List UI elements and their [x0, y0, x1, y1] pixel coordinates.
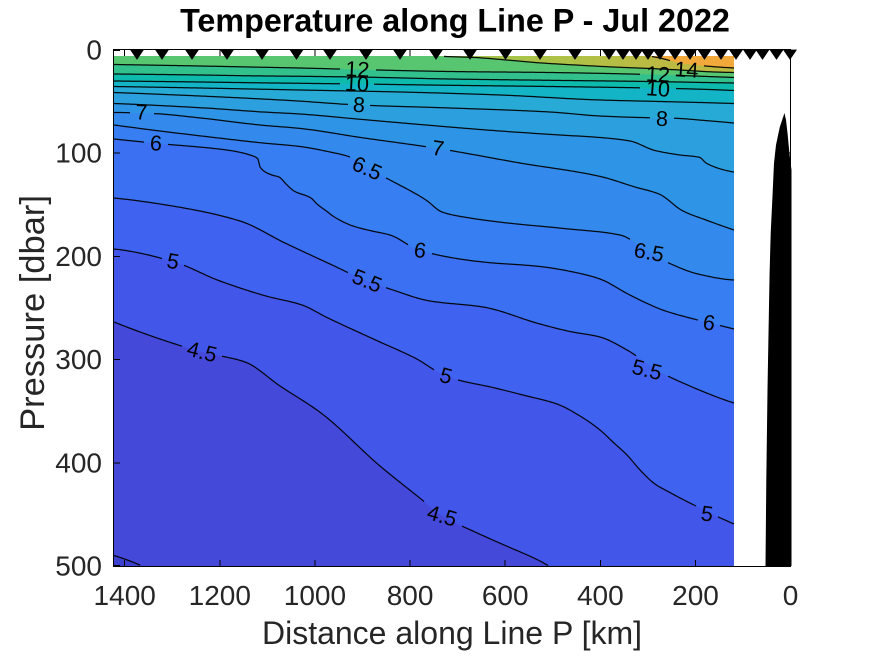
svg-text:500: 500 — [55, 551, 102, 582]
svg-text:Distance along Line P [km]: Distance along Line P [km] — [262, 615, 642, 651]
svg-text:6.5: 6.5 — [632, 238, 666, 267]
svg-text:0: 0 — [86, 35, 102, 66]
svg-text:14: 14 — [674, 57, 700, 83]
svg-text:200: 200 — [672, 580, 719, 611]
svg-text:6: 6 — [412, 238, 427, 263]
svg-text:600: 600 — [482, 580, 529, 611]
svg-text:5: 5 — [699, 501, 714, 526]
svg-text:1200: 1200 — [189, 580, 251, 611]
svg-text:12: 12 — [645, 62, 670, 87]
svg-text:300: 300 — [55, 344, 102, 375]
svg-text:10: 10 — [645, 76, 671, 102]
svg-text:Temperature along Line P - Jul: Temperature along Line P - Jul 2022 — [180, 3, 730, 39]
svg-text:12: 12 — [345, 57, 370, 82]
svg-text:6: 6 — [701, 310, 716, 335]
svg-text:800: 800 — [387, 580, 434, 611]
svg-text:Pressure [dbar]: Pressure [dbar] — [14, 195, 52, 431]
svg-text:10: 10 — [344, 71, 369, 96]
svg-text:1400: 1400 — [94, 580, 156, 611]
svg-text:100: 100 — [55, 138, 102, 169]
svg-text:400: 400 — [577, 580, 624, 611]
svg-text:7: 7 — [430, 136, 445, 161]
svg-text:200: 200 — [55, 241, 102, 272]
svg-text:8: 8 — [656, 107, 669, 131]
svg-text:6: 6 — [149, 131, 162, 156]
svg-text:400: 400 — [55, 447, 102, 478]
svg-text:5: 5 — [165, 249, 181, 275]
svg-text:0: 0 — [783, 580, 799, 611]
svg-text:1000: 1000 — [284, 580, 346, 611]
svg-text:8: 8 — [352, 93, 366, 118]
svg-text:7: 7 — [135, 100, 148, 124]
